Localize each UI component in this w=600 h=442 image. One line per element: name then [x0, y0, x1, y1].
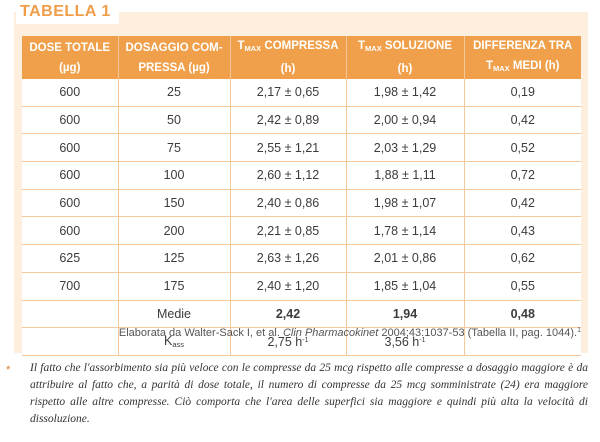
cell-soluzione: 1,85 ± 1,04: [346, 272, 465, 301]
cell-compressa: 2,55 ± 1,21: [230, 133, 347, 163]
cell-differenza: 0,72: [464, 161, 581, 190]
kass-compressa: 2,75 h-1: [230, 327, 347, 356]
cell-compressa: 2,21 ± 0,85: [230, 216, 347, 246]
kass-row: Kass 2,75 h-1 3,56 h-1: [22, 327, 581, 356]
data-table: DOSE TOTALE (µg) DOSAGGIO COM- PRESSA (µg)…: [22, 36, 581, 356]
cell-empty: [22, 327, 119, 356]
cell-dose: 700: [22, 272, 119, 301]
cell-differenza: 0,55: [464, 272, 581, 301]
cell-compressa: 2,60 ± 1,12: [230, 161, 347, 190]
header-tmax-compressa: TMAX COMPRESSA (h): [230, 36, 347, 79]
cell-dosaggio: 150: [118, 189, 231, 218]
table-title: TABELLA 1: [16, 0, 119, 24]
cell-differenza: 0,42: [464, 106, 581, 135]
table-row: 600 200 2,21 ± 0,85 1,78 ± 1,14 0,43: [22, 216, 581, 246]
table-row: 625 125 2,63 ± 1,26 2,01 ± 0,86 0,62: [22, 244, 581, 273]
cell-differenza: 0,42: [464, 189, 581, 218]
cell-compressa: 2,63 ± 1,26: [230, 244, 347, 273]
cell-dosaggio: 100: [118, 161, 231, 190]
footnote-text: Il fatto che l'assorbimento sia più velo…: [30, 362, 588, 425]
cell-dose: 600: [22, 189, 119, 218]
cell-dose: 600: [22, 106, 119, 135]
table-row: 600 75 2,55 ± 1,21 2,03 ± 1,29 0,52: [22, 133, 581, 163]
table-row: 700 175 2,40 ± 1,20 1,85 ± 1,04 0,55: [22, 272, 581, 301]
cell-dose: 600: [22, 161, 119, 190]
cell-soluzione: 2,03 ± 1,29: [346, 133, 465, 163]
medie-soluzione: 1,94: [346, 300, 465, 329]
header-differenza: DIFFERENZA TRA TMAX MEDI (h): [464, 36, 581, 79]
cell-soluzione: 1,98 ± 1,07: [346, 189, 465, 218]
cell-dosaggio: 125: [118, 244, 231, 273]
header-row: DOSE TOTALE (µg) DOSAGGIO COM- PRESSA (µg)…: [22, 36, 581, 79]
kass-soluzione: 3,56 h-1: [346, 327, 465, 356]
cell-dose: 600: [22, 79, 119, 107]
table-row: 600 50 2,42 ± 0,89 2,00 ± 0,94 0,42: [22, 106, 581, 135]
table-row: 600 25 2,17 ± 0,65 1,98 ± 1,42 0,19: [22, 79, 581, 107]
cell-differenza: 0,52: [464, 133, 581, 163]
cell-soluzione: 1,88 ± 1,11: [346, 161, 465, 190]
cell-differenza: 0,19: [464, 79, 581, 107]
cell-dosaggio: 175: [118, 272, 231, 301]
header-dosaggio: DOSAGGIO COM- PRESSA (µg): [118, 36, 231, 79]
cell-empty: [464, 327, 581, 356]
cell-compressa: 2,40 ± 1,20: [230, 272, 347, 301]
cell-dose: 600: [22, 133, 119, 163]
cell-empty: [22, 300, 119, 329]
cell-dosaggio: 200: [118, 216, 231, 246]
table-row: 600 150 2,40 ± 0,86 1,98 ± 1,07 0,42: [22, 189, 581, 218]
kass-label: Kass: [118, 327, 231, 356]
cell-dose: 625: [22, 244, 119, 273]
header-tmax-soluzione: TMAX SOLUZIONE (h): [346, 36, 465, 79]
cell-dosaggio: 25: [118, 79, 231, 107]
medie-row: Medie 2,42 1,94 0,48: [22, 300, 581, 329]
cell-dosaggio: 50: [118, 106, 231, 135]
cell-differenza: 0,62: [464, 244, 581, 273]
cell-differenza: 0,43: [464, 216, 581, 246]
cell-soluzione: 1,78 ± 1,14: [346, 216, 465, 246]
footnote-marker: *: [6, 364, 11, 376]
medie-label: Medie: [118, 300, 231, 329]
cell-dosaggio: 75: [118, 133, 231, 163]
cell-soluzione: 1,98 ± 1,42: [346, 79, 465, 107]
cell-soluzione: 2,01 ± 0,86: [346, 244, 465, 273]
medie-differenza: 0,48: [464, 300, 581, 329]
table-row: 600 100 2,60 ± 1,12 1,88 ± 1,11 0,72: [22, 161, 581, 190]
cell-soluzione: 2,00 ± 0,94: [346, 106, 465, 135]
cell-compressa: 2,17 ± 0,65: [230, 79, 347, 107]
cell-compressa: 2,40 ± 0,86: [230, 189, 347, 218]
source-citation: Elaborata da Walter-Sack I, et al. Clin …: [118, 327, 581, 339]
header-dose-totale: DOSE TOTALE (µg): [22, 36, 119, 79]
medie-compressa: 2,42: [230, 300, 347, 329]
cell-dose: 600: [22, 216, 119, 246]
cell-compressa: 2,42 ± 0,89: [230, 106, 347, 135]
